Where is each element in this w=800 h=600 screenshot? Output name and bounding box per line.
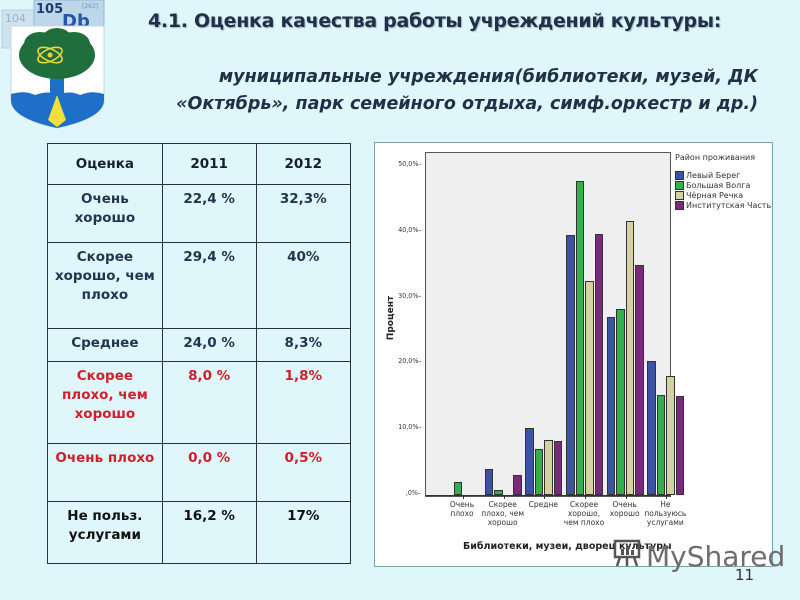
x-category-label: Скорее плохо, чем хорошо: [481, 500, 525, 527]
bar: [635, 265, 644, 495]
element-number-104: 104: [5, 12, 26, 25]
presentation-board-icon: [612, 538, 642, 575]
value-2011: 29,4 %: [161, 242, 257, 329]
bar: [544, 439, 553, 495]
rating-table: Оценка 2011 2012 Очень хорошо 22,4 % 32,…: [47, 143, 352, 564]
bar: [453, 481, 462, 495]
chart-legend: Район проживания Левый Берег Большая Волг…: [675, 153, 771, 210]
table-row: Очень плохо 0,0 % 0,5%: [47, 443, 352, 502]
value-2012: 0,5%: [255, 443, 352, 502]
row-label: Не польз. услугами: [47, 501, 163, 564]
value-2011: 24,0 %: [161, 328, 257, 362]
header-cell-rating: Оценка: [47, 143, 163, 185]
page-number: 11: [735, 566, 755, 584]
bar: [625, 221, 635, 495]
value-2012: 40%: [255, 242, 352, 329]
x-category-label: Не пользуюсь услугами: [644, 500, 687, 527]
bar: [484, 468, 494, 495]
value-2012: 32,3%: [255, 184, 352, 243]
y-tick-label: ,0%–: [405, 489, 422, 497]
bar: [566, 235, 575, 495]
bar: [534, 448, 544, 495]
legend-label: Институтская Часть: [686, 200, 772, 210]
row-label: Скорее хорошо, чем плохо: [47, 242, 163, 329]
table-row: Не польз. услугами 16,2 % 17%: [47, 501, 352, 564]
x-category-label: Очень плохо: [449, 500, 475, 518]
legend-swatch-icon: [675, 190, 684, 200]
bar: [675, 395, 685, 495]
page-title: 4.1. Оценка качества работы учреждений к…: [148, 10, 722, 32]
legend-item: Левый Берег: [675, 170, 771, 180]
bar: [606, 317, 616, 495]
table-row: Скорее плохо, чем хорошо 8,0 % 1,8%: [47, 361, 352, 444]
value-2011: 8,0 %: [161, 361, 257, 444]
bar: [594, 234, 603, 495]
table-row: Среднее 24,0 % 8,3%: [47, 328, 352, 362]
table-row: Скорее хорошо, чем плохо 29,4 % 40%: [47, 242, 352, 329]
subtitle-line-2: «Октябрь», парк семейного отдыха, симф.о…: [176, 94, 758, 114]
bar: [553, 441, 563, 495]
legend-swatch-icon: [675, 170, 684, 180]
bar: [525, 427, 534, 495]
row-label: Скорее плохо, чем хорошо: [47, 361, 163, 444]
legend-label: Левый Берег: [686, 170, 741, 180]
subtitle-line-1: муниципальные учреждения(библиотеки, муз…: [218, 67, 758, 87]
plot-area: [425, 152, 685, 499]
row-label: Среднее: [47, 328, 163, 362]
bar: [666, 375, 675, 495]
legend-title: Район проживания: [675, 153, 756, 162]
x-category-label: Скорее хорошо, чем плохо: [563, 500, 605, 527]
bar: [656, 394, 666, 495]
element-number-105: 105: [36, 2, 63, 17]
element-mass: [262]: [82, 3, 98, 10]
value-2011: 0,0 %: [161, 443, 257, 502]
bar: [494, 489, 503, 495]
bar: [513, 475, 522, 495]
value-2011: 16,2 %: [161, 501, 257, 564]
row-label: Очень плохо: [47, 443, 163, 502]
legend-item: Большая Волга: [675, 180, 771, 190]
y-tick-label: 20,0%–: [398, 357, 422, 366]
value-2012: 1,8%: [255, 361, 352, 444]
legend-label: Большая Волга: [686, 180, 751, 190]
value-2012: 17%: [255, 501, 352, 564]
bar: [616, 309, 625, 495]
watermark-text: MyShared: [646, 540, 786, 573]
row-label: Очень хорошо: [47, 184, 163, 243]
city-coat-of-arms-logo: 104 105 Db [262]: [0, 0, 115, 130]
value-2011: 22,4 %: [161, 184, 257, 243]
legend-swatch-icon: [675, 200, 684, 210]
y-tick-label: 10,0%–: [398, 423, 422, 432]
legend-item: Чёрная Речка: [675, 190, 771, 200]
y-tick-label: 40,0%–: [398, 225, 422, 234]
x-category-label: Очень хорошо: [609, 500, 640, 518]
y-tick-label: 50,0%–: [398, 160, 422, 168]
bar: [585, 281, 594, 495]
value-2012: 8,3%: [255, 328, 352, 362]
x-category-label: Средне: [528, 500, 558, 509]
table-header-row: Оценка 2011 2012: [47, 143, 352, 185]
bar-chart: Процент ,0%– 10,0%– 20,0%– 30,0%– 40,0%– 50,0…: [374, 142, 773, 567]
bar: [575, 181, 584, 495]
legend-label: Чёрная Речка: [686, 190, 744, 200]
watermark: MyShared: [612, 538, 785, 575]
legend-swatch-icon: [675, 180, 684, 190]
header-cell-2011: 2011: [161, 143, 257, 185]
legend-item: Институтская Часть: [675, 200, 771, 210]
table-row: Очень хорошо 22,4 % 32,3%: [47, 184, 352, 243]
x-axis-title: Библиотеки, музеи, дворец культуры: [463, 541, 672, 552]
y-axis-label: Процент: [386, 295, 397, 341]
header-cell-2012: 2012: [255, 143, 352, 185]
page-subtitle: муниципальные учреждения(библиотеки, муз…: [158, 64, 758, 118]
y-tick-label: 30,0%–: [398, 291, 422, 300]
bar: [647, 361, 656, 495]
